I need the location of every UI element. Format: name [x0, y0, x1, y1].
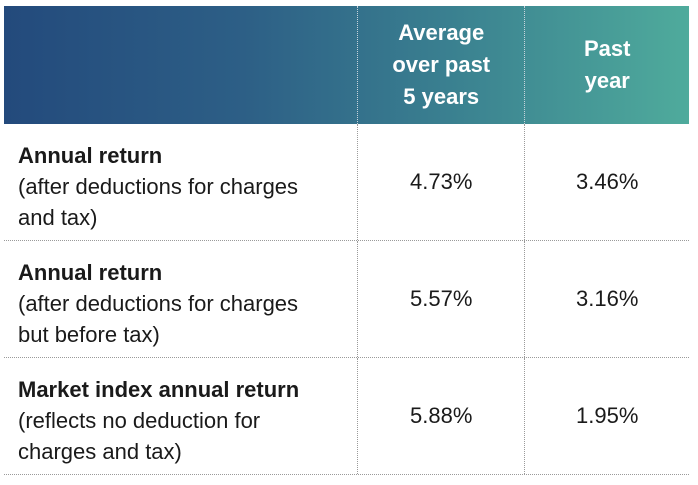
value-past-year: 3.46% [524, 124, 689, 240]
table-row: Annual return (after deductions for char… [4, 241, 689, 358]
row-description: (after deductions for charges but before… [18, 291, 299, 347]
row-description: (reflects no deduction for charges and t… [18, 408, 261, 464]
row-title: Annual return [18, 143, 163, 168]
table-header: Average over past 5 years Past year [4, 6, 689, 124]
row-label: Market index annual return (reflects no … [4, 358, 357, 474]
value-average-5-years: 5.57% [356, 241, 525, 357]
value-average-5-years: 5.88% [356, 358, 525, 474]
returns-table: Average over past 5 years Past year Annu… [4, 6, 689, 475]
table-row: Market index annual return (reflects no … [4, 358, 689, 475]
value-past-year: 3.16% [524, 241, 689, 357]
value-past-year: 1.95% [524, 358, 689, 474]
row-description: (after deductions for charges and tax) [18, 174, 299, 230]
header-past-year: Past year [524, 6, 689, 124]
header-average-5-years: Average over past 5 years [356, 6, 525, 124]
row-title: Annual return [18, 260, 163, 285]
table-row: Annual return (after deductions for char… [4, 124, 689, 241]
row-title: Market index annual return [18, 377, 300, 402]
header-label-cell [4, 6, 357, 124]
row-label: Annual return (after deductions for char… [4, 124, 357, 240]
value-average-5-years: 4.73% [356, 124, 525, 240]
row-label: Annual return (after deductions for char… [4, 241, 357, 357]
